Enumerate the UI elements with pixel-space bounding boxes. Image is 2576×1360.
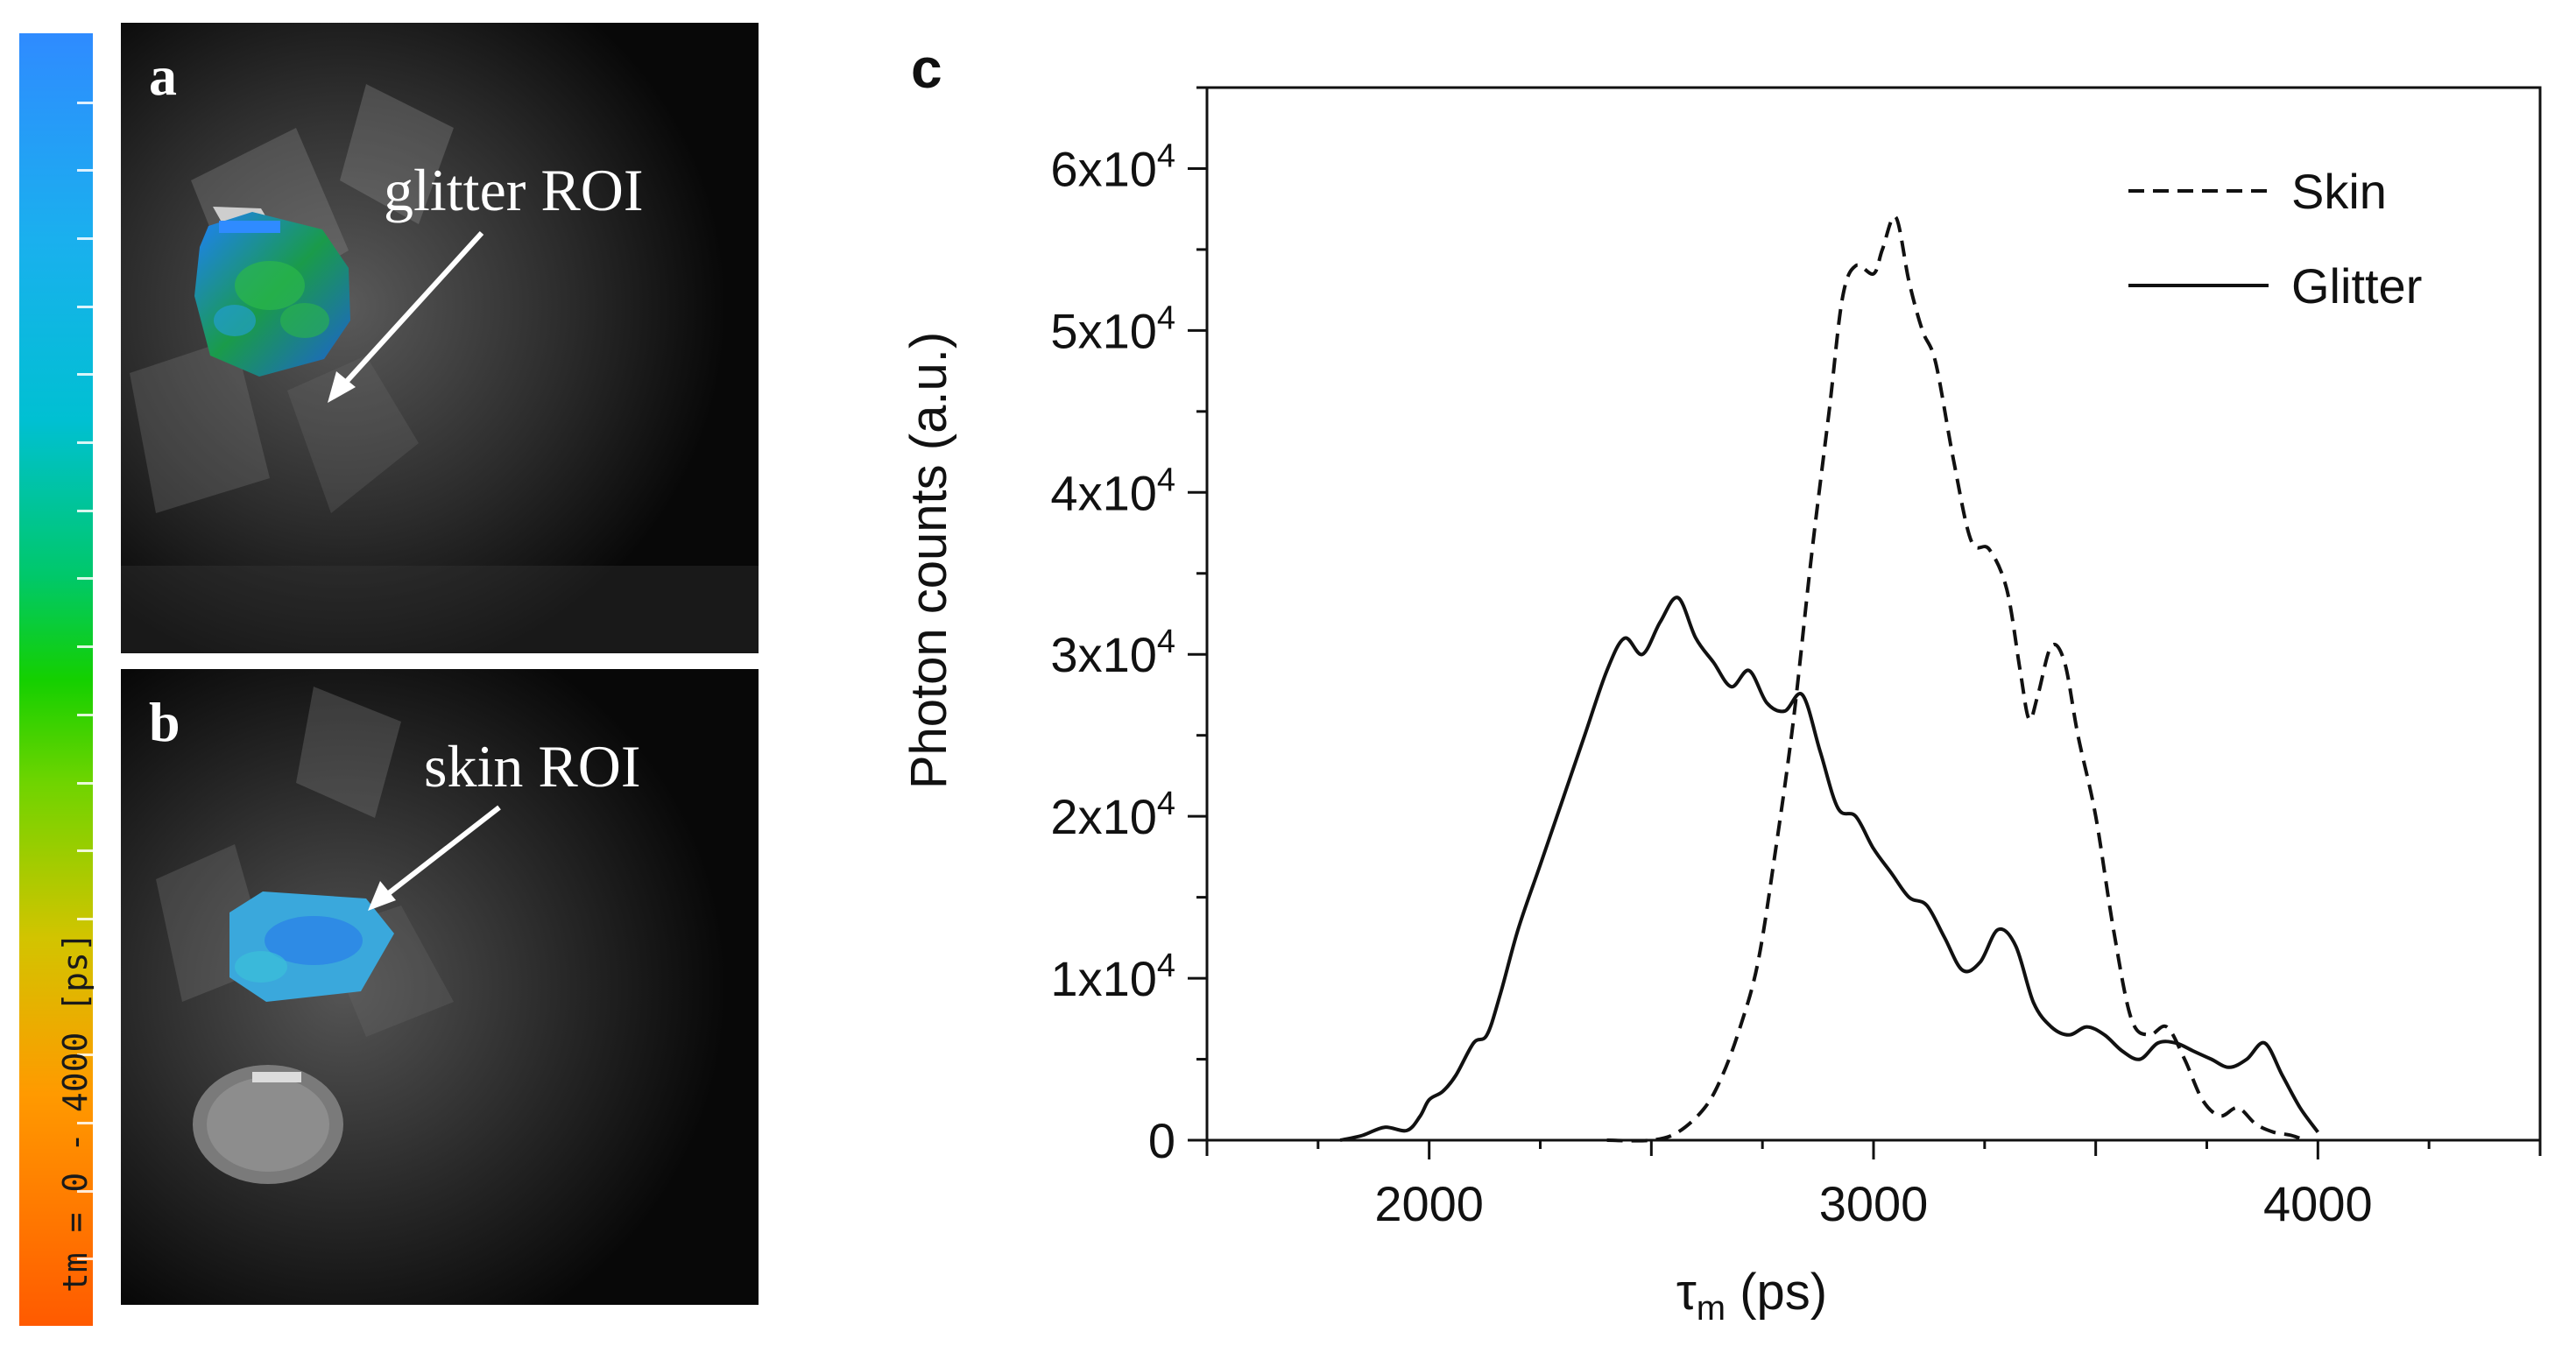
panel-b-image	[121, 669, 759, 1305]
colorbar-label: tm = 0 - 4000 [ps]	[56, 932, 95, 1293]
panel-letter-a: a	[149, 45, 177, 107]
glitter-particle	[193, 1065, 343, 1184]
colorbar-tick	[77, 1122, 93, 1124]
legend-label-skin: Skin	[2291, 164, 2387, 219]
skin-roi-arrow	[368, 805, 501, 911]
legend-label-glitter: Glitter	[2291, 258, 2422, 314]
microscopy-panel-a: a glitter ROI	[121, 23, 759, 653]
colorbar-tick	[77, 577, 93, 580]
y-tick-label: 5x104	[1050, 299, 1175, 358]
y-tick-label: 4x104	[1050, 462, 1175, 520]
x-axis-label: τm (ps)	[1676, 1264, 1827, 1328]
microscopy-panel-b: b skin ROI	[121, 669, 759, 1305]
glitter-roi-overlay	[194, 212, 350, 377]
legend: Skin Glitter	[2128, 164, 2422, 314]
panel-a-image	[121, 23, 759, 653]
glitter-roi-arrow	[328, 230, 484, 403]
skin-roi-overlay	[229, 891, 394, 1002]
colorbar	[19, 33, 93, 1326]
series-line-skin	[1606, 215, 2305, 1143]
y-axis-label: Photon counts (a.u.)	[900, 332, 957, 789]
panel-letter-c: c	[911, 37, 942, 100]
x-tick-label: 4000	[2263, 1176, 2373, 1231]
colorbar-tick	[77, 373, 93, 376]
series-layer	[1339, 215, 2319, 1143]
plot-frame	[1205, 86, 2542, 1142]
colorbar-tick	[77, 102, 93, 104]
colorbar-tick	[77, 169, 93, 172]
colorbar-tick	[77, 510, 93, 512]
y-tick-label: 1x104	[1050, 948, 1175, 1006]
colorbar-tick	[77, 1190, 93, 1193]
y-tick-label: 0	[1148, 1113, 1175, 1168]
colorbar-tick	[77, 986, 93, 989]
colorbar-tick	[77, 782, 93, 785]
axes: 2000 3000 4000 0 1x104 2x104 3x104 4x104 5x104 6x…	[1050, 86, 2542, 1231]
x-tick-label: 2000	[1374, 1176, 1484, 1231]
colorbar-tick	[77, 237, 93, 240]
colorbar-tick	[77, 645, 93, 648]
panel-letter-b: b	[149, 691, 180, 753]
colorbar-tick	[77, 714, 93, 716]
colorbar-tick	[77, 306, 93, 308]
y-tick-label: 2x104	[1050, 786, 1175, 844]
colorbar-tick	[77, 1258, 93, 1260]
y-tick-label: 3x104	[1050, 624, 1175, 682]
x-tick-label: 3000	[1819, 1176, 1929, 1231]
series-line-glitter	[1339, 595, 2319, 1142]
colorbar-tick	[77, 849, 93, 852]
lifetime-histogram-chart: c 2000 3000 4000 0 1x104 2x104 3x104 4x104 5x104…	[900, 37, 2542, 1328]
colorbar-tick	[77, 918, 93, 920]
colorbar-tick	[77, 1053, 93, 1056]
y-tick-label: 6x104	[1050, 137, 1175, 196]
glitter-roi-label: glitter ROI	[384, 157, 644, 223]
colorbar-tick	[77, 441, 93, 444]
skin-roi-label: skin ROI	[424, 733, 641, 800]
